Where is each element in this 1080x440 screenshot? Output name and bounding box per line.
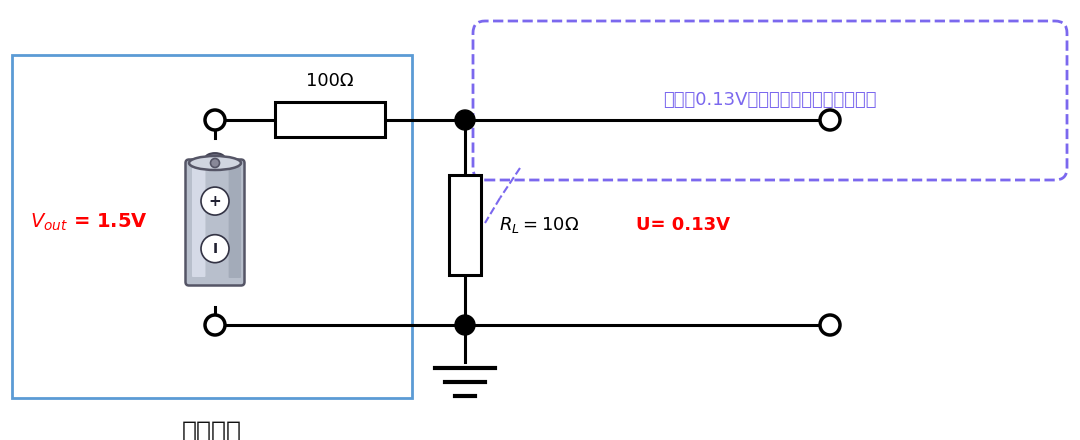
FancyBboxPatch shape [229, 167, 241, 278]
Circle shape [201, 235, 229, 263]
Text: $V_{out}$ = 1.5V: $V_{out}$ = 1.5V [30, 212, 148, 233]
Ellipse shape [205, 153, 225, 164]
Bar [449, 175, 481, 275]
Circle shape [205, 315, 225, 335]
Text: +: + [208, 194, 221, 209]
Ellipse shape [189, 156, 241, 170]
Circle shape [201, 187, 229, 215]
FancyBboxPatch shape [192, 168, 205, 277]
Bar [12, 55, 411, 398]
Text: $R_L = 10\Omega$: $R_L = 10\Omega$ [499, 215, 579, 235]
Circle shape [820, 315, 840, 335]
Text: 我只有0.13V？你这是什么鸟垃圾电源！: 我只有0.13V？你这是什么鸟垃圾电源！ [663, 92, 877, 110]
Text: 100Ω: 100Ω [307, 73, 354, 91]
Bar [275, 103, 384, 137]
Text: I: I [213, 242, 217, 256]
Circle shape [820, 110, 840, 130]
Text: U= 0.13V: U= 0.13V [636, 216, 730, 234]
Circle shape [205, 110, 225, 130]
Circle shape [211, 158, 219, 168]
Text: 输出模块: 输出模块 [183, 420, 242, 440]
Circle shape [455, 110, 475, 130]
FancyBboxPatch shape [186, 159, 244, 286]
Circle shape [455, 315, 475, 335]
